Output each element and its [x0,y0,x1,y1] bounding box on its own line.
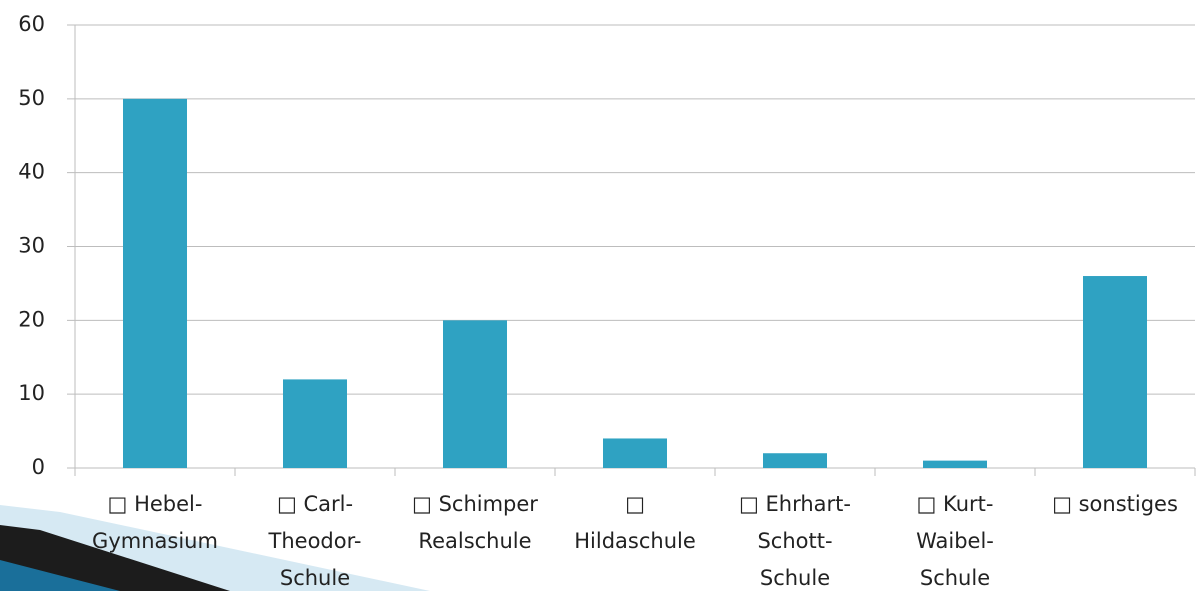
x-tick-label: □ sonstiges [1035,486,1195,523]
x-tick-label: □ Ehrhart- Schott- Schule [715,486,875,591]
y-tick-label: 20 [18,307,45,331]
y-tick-label: 50 [18,86,45,110]
x-tick-label: □ Schimper Realschule [395,486,555,560]
bar [283,379,347,468]
y-tick-label: 10 [18,381,45,405]
y-tick-label: 0 [32,455,45,479]
x-tick-label: □ Hebel- Gymnasium [75,486,235,560]
bar [123,99,187,468]
y-tick-label: 60 [18,12,45,36]
bar [1083,276,1147,468]
page: 0 10 20 30 40 50 60 □ Hebel- Gymnasium□ Carl- … [0,0,1201,591]
bar [443,320,507,468]
x-tick-label: □ Kurt- Waibel- Schule [875,486,1035,591]
bar [763,453,827,468]
y-tick-label: 40 [18,160,45,184]
bar [923,461,987,468]
bar [603,438,667,468]
y-tick-label: 30 [18,234,45,258]
x-tick-label: □ Hildaschule [555,486,715,560]
x-tick-label: □ Carl- Theodor- Schule [235,486,395,591]
